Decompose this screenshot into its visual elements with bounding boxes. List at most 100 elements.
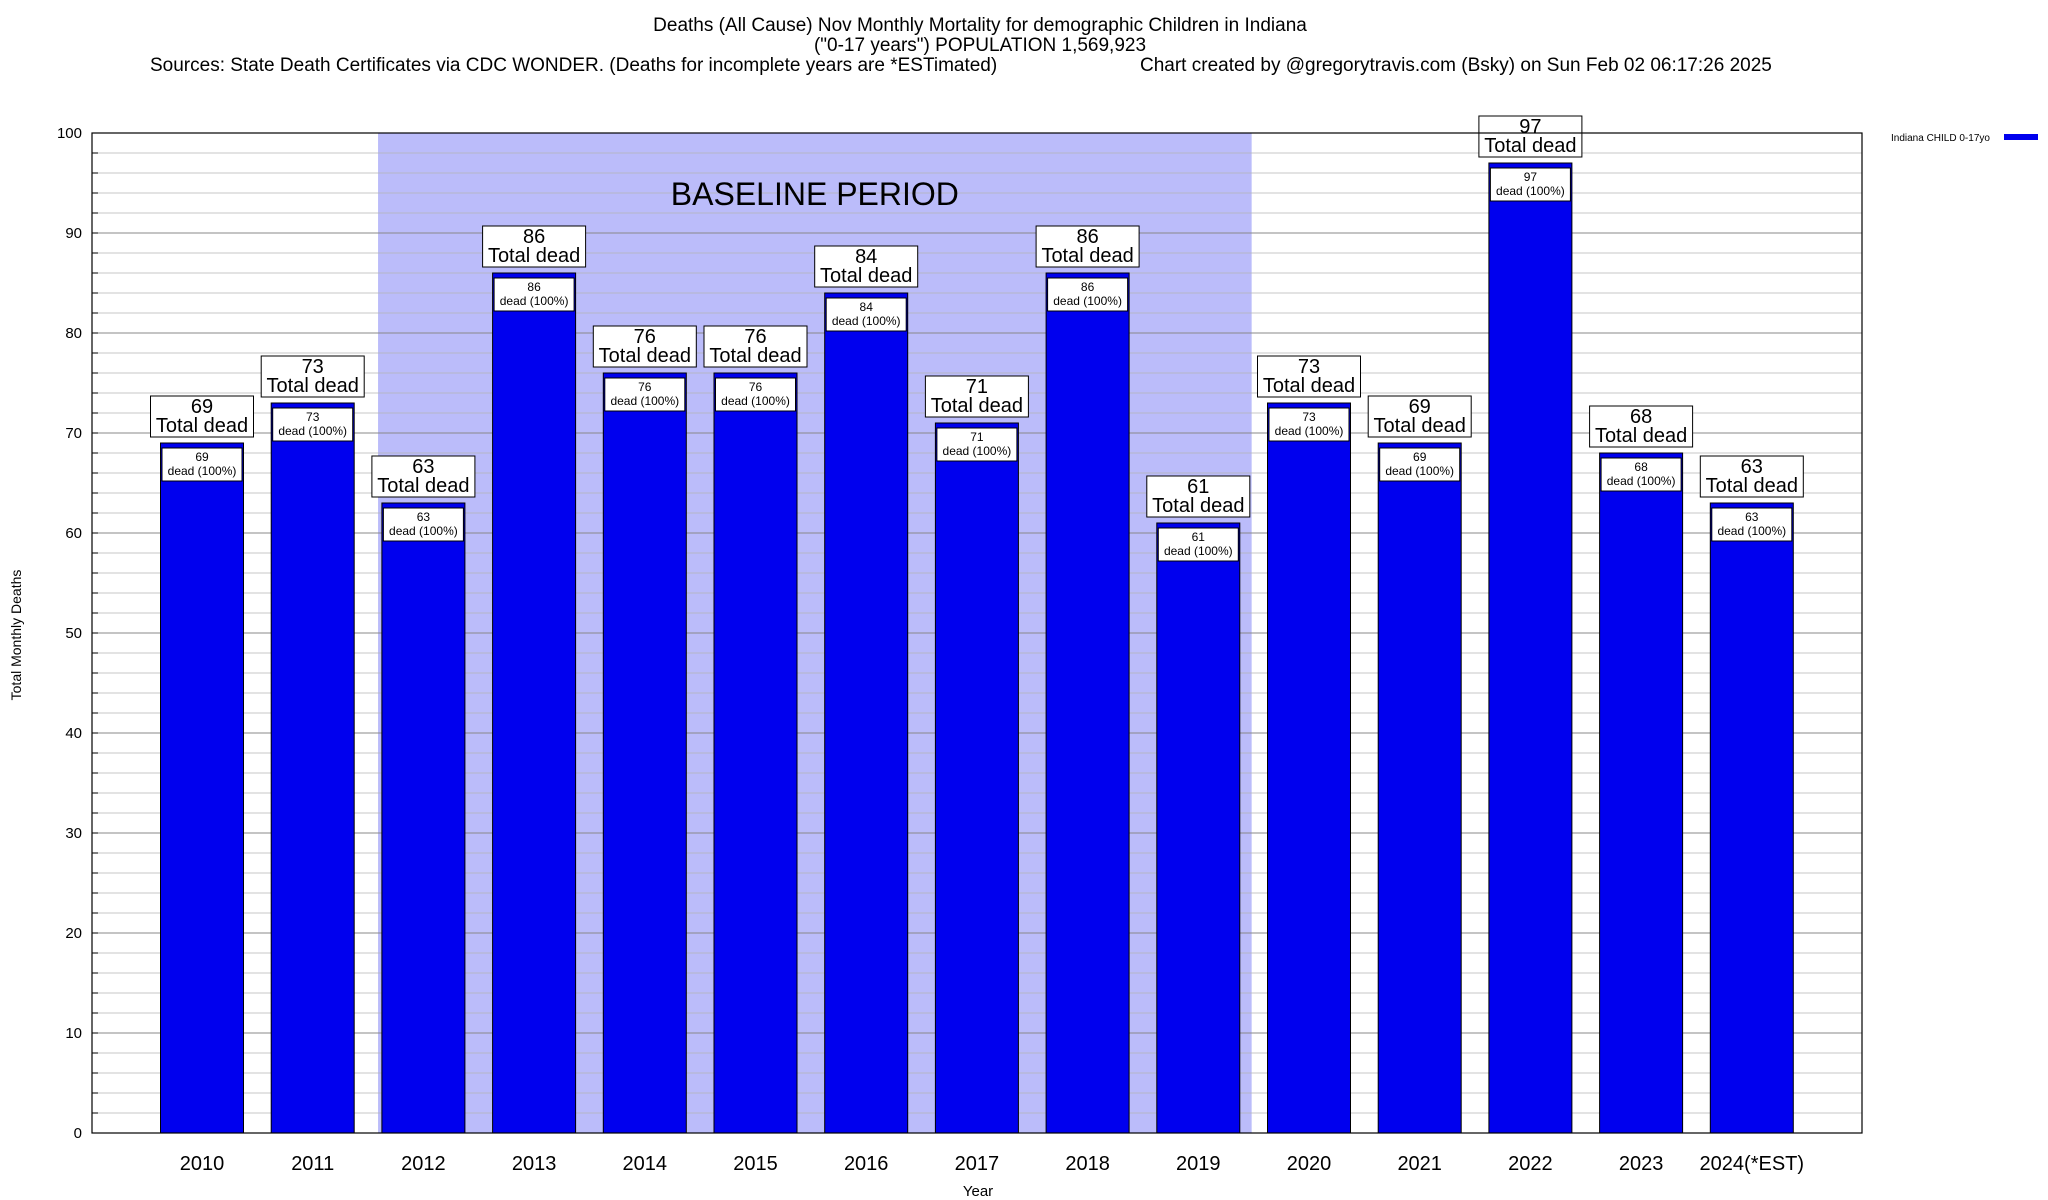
x-tick-label: 2014	[623, 1153, 668, 1175]
bar-inner-label-box	[825, 297, 907, 332]
bar	[381, 502, 466, 1134]
bar-inner-value: 86	[527, 280, 541, 294]
bar-total-value: 73	[1298, 356, 1320, 378]
bar-inner-label-box	[1157, 527, 1239, 562]
bar-total-label: Total dead	[1706, 475, 1798, 497]
bar-inner-label-box	[604, 377, 686, 412]
bar-inner-label: dead (100%)	[1717, 524, 1786, 538]
bar-inner-value: 69	[1413, 450, 1427, 464]
x-axis-label: Year	[963, 1183, 993, 1200]
bar-inner-label: dead (100%)	[1164, 544, 1233, 558]
plot-frame	[91, 132, 1863, 1134]
bar-total-label-box	[814, 245, 919, 288]
y-tick-label: 100	[57, 125, 82, 142]
bar-inner-value: 73	[1302, 410, 1316, 424]
bar-inner-value: 76	[749, 380, 763, 394]
bar-inner-value: 69	[195, 450, 209, 464]
bar-inner-label-box	[936, 427, 1018, 462]
y-tick-label: 70	[65, 425, 82, 442]
bar-inner-value: 73	[306, 410, 320, 424]
bar-inner-label: dead (100%)	[278, 424, 347, 438]
bar	[1267, 402, 1351, 1134]
bar-total-label: Total dead	[709, 345, 801, 367]
bar-total-value: 71	[966, 376, 988, 398]
bar-inner-label: dead (100%)	[832, 314, 901, 328]
bar	[713, 372, 798, 1134]
y-tick-label: 40	[65, 725, 82, 742]
bar-total-value: 76	[744, 326, 766, 348]
bar	[934, 422, 1019, 1134]
bar-inner-label-box	[161, 447, 243, 482]
bar-total-label-box	[1478, 115, 1583, 158]
bar	[1599, 452, 1684, 1134]
bar-total-value: 63	[1741, 456, 1763, 478]
bar-inner-label-box	[1047, 277, 1129, 312]
bar-total-label: Total dead	[267, 375, 359, 397]
chart-title: Deaths (All Cause) Nov Monthly Mortality…	[653, 15, 1307, 36]
bar-inner-label-box	[715, 377, 796, 412]
bar-total-value: 63	[412, 456, 434, 478]
x-tick-label: 2016	[844, 1153, 889, 1175]
y-axis-label: Total Monthly Deaths	[8, 570, 24, 701]
bar-inner-label-box	[1489, 167, 1571, 202]
bar-inner-label-box	[1600, 457, 1682, 492]
bar-total-label: Total dead	[1152, 495, 1244, 517]
bar-inner-value: 68	[1634, 460, 1648, 474]
bar-inner-label: dead (100%)	[721, 394, 790, 408]
bar-total-label: Total dead	[1263, 375, 1355, 397]
bar-total-label-box	[1257, 355, 1361, 398]
bar-inner-value: 63	[417, 510, 431, 524]
x-tick-label: 2017	[955, 1153, 1000, 1175]
y-tick-label: 20	[65, 925, 82, 942]
bar-inner-label-box	[493, 277, 575, 312]
x-tick-label: 2011	[291, 1153, 334, 1175]
bar-total-value: 69	[1409, 396, 1431, 418]
bar-inner-label: dead (100%)	[1607, 474, 1676, 488]
x-tick-label: 2015	[733, 1153, 778, 1175]
bar-total-label: Total dead	[156, 415, 248, 437]
bar-inner-label-box	[1379, 447, 1461, 482]
bar-inner-value: 97	[1524, 170, 1538, 184]
bar	[1156, 522, 1241, 1134]
bar-inner-label: dead (100%)	[1275, 424, 1344, 438]
bar-inner-value: 84	[860, 300, 874, 314]
y-tick-label: 50	[65, 625, 82, 642]
bar-inner-value: 76	[638, 380, 652, 394]
bar-total-value: 86	[523, 226, 545, 248]
bar-inner-value: 71	[970, 430, 984, 444]
x-tick-label: 2020	[1287, 1153, 1332, 1175]
bar	[160, 442, 244, 1134]
bar-inner-value: 63	[1745, 510, 1759, 524]
bar-total-label: Total dead	[599, 345, 691, 367]
y-tick-label: 30	[65, 825, 82, 842]
bar-total-value: 68	[1630, 406, 1652, 428]
bar-total-label: Total dead	[1041, 245, 1133, 267]
bar-inner-label: dead (100%)	[1053, 294, 1122, 308]
x-tick-label: 2023	[1619, 1153, 1664, 1175]
x-tick-label: 2019	[1176, 1153, 1221, 1175]
bar	[1488, 162, 1573, 1134]
bar-inner-label: dead (100%)	[610, 394, 679, 408]
bar-inner-label: dead (100%)	[1385, 464, 1454, 478]
bar-total-label-box	[592, 325, 697, 368]
bar-total-label: Total dead	[1374, 415, 1466, 437]
bar-total-label-box	[371, 455, 476, 498]
bar-total-value: 69	[191, 396, 213, 418]
bar-total-label-box	[1699, 455, 1804, 498]
legend-swatch	[2004, 134, 2038, 140]
bar-inner-label: dead (100%)	[1496, 184, 1565, 198]
bar-total-label-box	[482, 225, 587, 268]
bar-total-value: 61	[1187, 476, 1209, 498]
bar-total-label-box	[1035, 225, 1140, 268]
bar-total-value: 73	[302, 356, 324, 378]
bar	[1045, 272, 1130, 1134]
bar-inner-value: 86	[1081, 280, 1095, 294]
y-tick-label: 0	[74, 1125, 82, 1142]
x-tick-label: 2022	[1508, 1153, 1553, 1175]
bar-total-label: Total dead	[931, 395, 1023, 417]
x-tick-label: 2018	[1065, 1153, 1110, 1175]
bar-total-value: 86	[1076, 226, 1098, 248]
bar-inner-label-box	[1711, 507, 1793, 542]
